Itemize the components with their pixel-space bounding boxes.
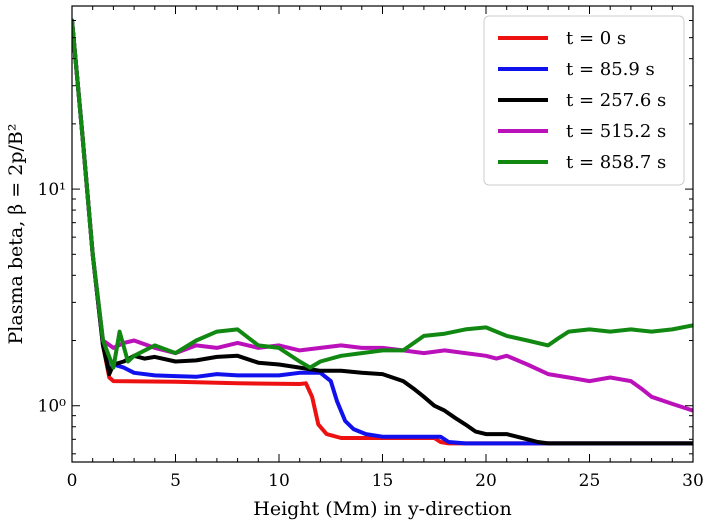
x-tick-label: 30 <box>682 471 704 491</box>
axes: 0 5 10 15 20 25 30 10⁰ 10¹ <box>38 5 704 491</box>
x-tick-label: 10 <box>268 471 290 491</box>
series-line-2 <box>72 18 693 446</box>
series-lines <box>72 18 693 446</box>
y-tick-label: 10¹ <box>38 180 66 200</box>
legend-label: t = 515.2 s <box>566 121 666 142</box>
legend: t = 0 s t = 85.9 s t = 257.6 s t = 515.2 s t… <box>483 15 685 186</box>
y-tick-label: 10⁰ <box>38 397 67 417</box>
series-line-3 <box>72 18 693 413</box>
x-tick-label: 5 <box>170 471 181 491</box>
x-tick-label: 20 <box>475 471 497 491</box>
legend-label: t = 85.9 s <box>566 59 655 80</box>
legend-label: t = 257.6 s <box>566 90 666 111</box>
x-axis-label: Height (Mm) in y-direction <box>253 498 511 520</box>
legend-label: t = 0 s <box>566 28 626 49</box>
legend-label: t = 858.7 s <box>566 152 666 173</box>
series-line-4 <box>72 18 693 370</box>
legend-box <box>483 15 685 186</box>
x-tick-label: 15 <box>372 471 394 491</box>
x-tick-label: 0 <box>67 471 78 491</box>
x-tick-label: 25 <box>579 471 601 491</box>
y-axis-label: Plasma beta, β = 2p/B² <box>5 124 27 345</box>
